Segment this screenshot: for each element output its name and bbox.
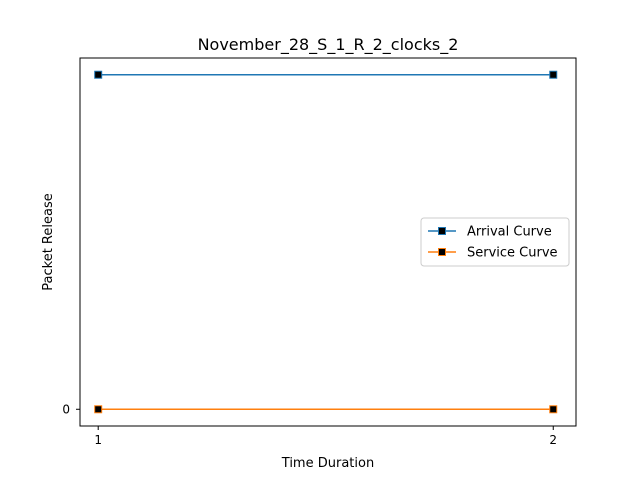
y-axis-ticks: 0: [62, 402, 80, 416]
y-axis-label: Packet Release: [41, 193, 56, 290]
y-tick-label-0: 0: [62, 402, 70, 416]
series-1-point-1: [549, 405, 558, 414]
series-1-point-0: [94, 405, 103, 414]
x-axis-label: Time Duration: [281, 456, 374, 471]
plot-marks: [94, 70, 558, 414]
legend-box: [420, 217, 570, 267]
series-0-point-1: [549, 70, 558, 79]
legend: Arrival Curve Service Curve: [420, 217, 570, 267]
legend-marker-0: [438, 227, 446, 235]
x-tick-label-1: 2: [549, 433, 557, 447]
legend-label-1: Service Curve: [467, 246, 558, 261]
legend-label-0: Arrival Curve: [467, 225, 552, 240]
chart-title: November_28_S_1_R_2_clocks_2: [198, 35, 459, 55]
series-0-point-0: [94, 70, 103, 79]
x-tick-label-0: 1: [94, 433, 102, 447]
legend-marker-1: [438, 248, 446, 256]
plot-frame: [79, 57, 577, 427]
